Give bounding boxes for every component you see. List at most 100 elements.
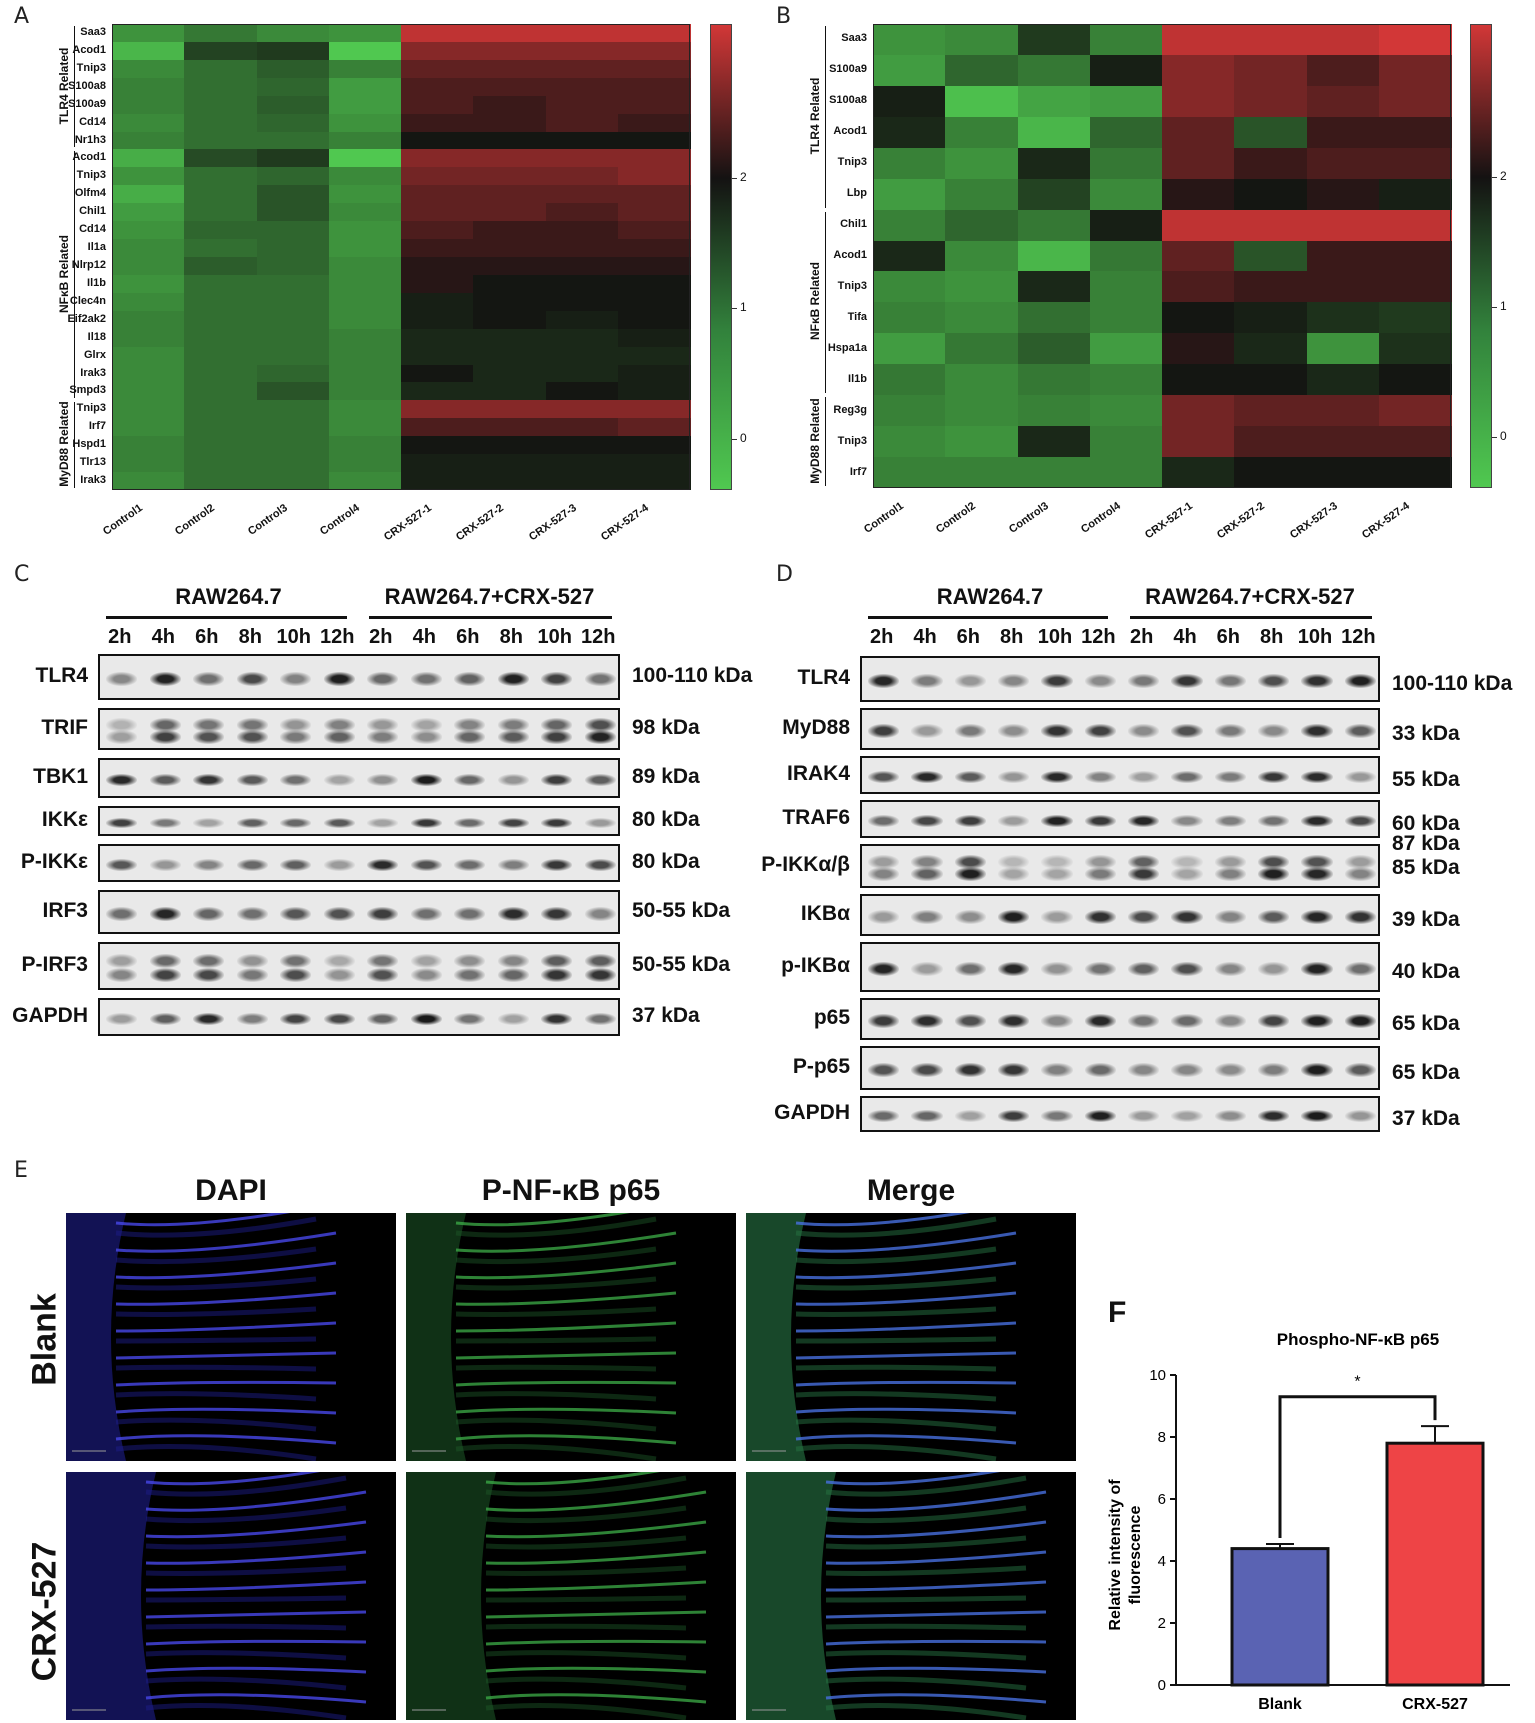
molecular-weight-label: 85 kDa: [1392, 856, 1460, 879]
protein-band: [1171, 724, 1203, 738]
group-label: MyD88 Related: [57, 401, 71, 487]
heatmap-cell: [945, 54, 1018, 87]
gene-label: Cd14: [79, 223, 106, 236]
heatmap-cell: [617, 292, 691, 312]
if-row-label-blank: Blank: [25, 1293, 64, 1386]
protein-band: [280, 730, 312, 744]
protein-band: [106, 907, 138, 921]
gene-label: S100a8: [68, 79, 106, 92]
protein-band: [106, 672, 138, 686]
protein-band: [954, 910, 986, 924]
protein-band: [584, 718, 616, 732]
heatmap-cell: [184, 167, 257, 186]
heatmap-cell: [873, 395, 946, 427]
protein-band: [1344, 867, 1376, 882]
molecular-weight-label: 39 kDa: [1392, 908, 1460, 931]
heatmap-cell: [112, 454, 185, 473]
protein-band: [868, 674, 900, 688]
heatmap-cell: [401, 203, 474, 222]
heatmap-cell: [328, 113, 402, 133]
blot-protein-label: TLR4: [797, 666, 851, 689]
heatmap-cell: [256, 382, 330, 401]
gene-label: Acod1: [833, 249, 867, 261]
micrograph-merge: [746, 1213, 1076, 1461]
blot-header-underline: [369, 616, 612, 619]
y-tick-label: 6: [1158, 1491, 1166, 1508]
heatmap-cell: [545, 418, 619, 437]
heatmap-cell: [545, 185, 619, 204]
protein-band: [149, 954, 181, 969]
heatmap-cell: [617, 364, 691, 383]
y-tick-label: 2: [1158, 1615, 1166, 1632]
protein-band: [454, 718, 486, 732]
protein-band: [410, 858, 442, 872]
protein-band: [1128, 854, 1160, 869]
heatmap-cell: [1089, 116, 1163, 149]
heatmap-cell: [328, 418, 402, 437]
protein-band: [323, 907, 355, 921]
protein-band: [454, 1012, 486, 1026]
heatmap-cell: [473, 292, 546, 312]
protein-band: [911, 867, 943, 882]
protein-band: [541, 818, 573, 828]
heatmap-cell: [184, 131, 257, 150]
heatmap-cell: [256, 328, 330, 348]
heatmap-cell: [328, 95, 402, 115]
molecular-weight-label: 80 kDa: [632, 808, 700, 831]
y-axis-label-line1: Relative intensity of: [1107, 1479, 1124, 1631]
blot-protein-label: IRAK4: [786, 762, 850, 785]
heatmap-cell: [256, 131, 330, 150]
protein-band: [236, 718, 268, 732]
gene-label: Il1a: [87, 241, 106, 254]
heatmap-cell: [112, 131, 185, 150]
heatmap-cell: [256, 274, 330, 294]
heatmap-cell: [184, 239, 257, 258]
heatmap-cell: [945, 147, 1018, 180]
heatmap-cell: [1017, 240, 1091, 272]
heatmap-cell: [1017, 395, 1091, 427]
protein-band: [1258, 814, 1290, 828]
molecular-weight-label: 33 kDa: [1392, 722, 1460, 745]
protein-band: [497, 954, 529, 969]
x-tick-label: CRX-527: [1402, 1696, 1468, 1713]
heatmap-cell: [1234, 457, 1307, 489]
heatmap-cell: [256, 77, 330, 97]
heatmap-cell: [256, 454, 330, 473]
heatmap-cell: [1234, 54, 1307, 87]
heatmap-cell: [401, 310, 474, 330]
heatmap-cell: [328, 382, 402, 401]
heatmap-cell: [401, 131, 474, 150]
heatmap-cell: [473, 24, 546, 43]
heatmap-cell: [617, 24, 691, 43]
panel-letter-b: B: [776, 4, 792, 29]
heatmap-cell: [1089, 333, 1163, 365]
heatmap-cell: [1306, 116, 1380, 149]
protein-band: [1214, 724, 1246, 738]
protein-band: [1258, 1014, 1290, 1028]
bar-chart-f: Phospho-NF-κB p65 * 0 2 4 6 8 10 Blank CRX-527…: [1107, 1330, 1510, 1713]
protein-band: [911, 724, 943, 738]
blot-header-underline: [1130, 616, 1372, 619]
heatmap-cell: [473, 418, 546, 437]
protein-band: [1258, 854, 1290, 869]
micrograph-dapi: [66, 1213, 396, 1461]
protein-band: [193, 818, 225, 828]
heatmap-cell: [545, 203, 619, 222]
scale-tick-label: 2: [740, 169, 747, 184]
gene-label: Cd14: [79, 115, 106, 128]
gene-label: Tlr13: [79, 456, 106, 469]
significance-marker: *: [1354, 1374, 1360, 1391]
heatmap-cell: [184, 454, 257, 473]
protein-band: [541, 954, 573, 969]
heatmap-cell: [328, 274, 402, 294]
heatmap-cell: [401, 149, 474, 168]
protein-band: [1344, 1063, 1376, 1077]
heatmap-cell: [401, 185, 474, 204]
heatmap-cell: [1162, 54, 1235, 87]
heatmap-cell: [1162, 302, 1235, 334]
heatmap-cell: [256, 400, 330, 419]
heatmap-cell: [873, 271, 946, 303]
heatmap-cell: [473, 95, 546, 115]
protein-band: [1128, 814, 1160, 828]
heatmap-cell: [617, 274, 691, 294]
